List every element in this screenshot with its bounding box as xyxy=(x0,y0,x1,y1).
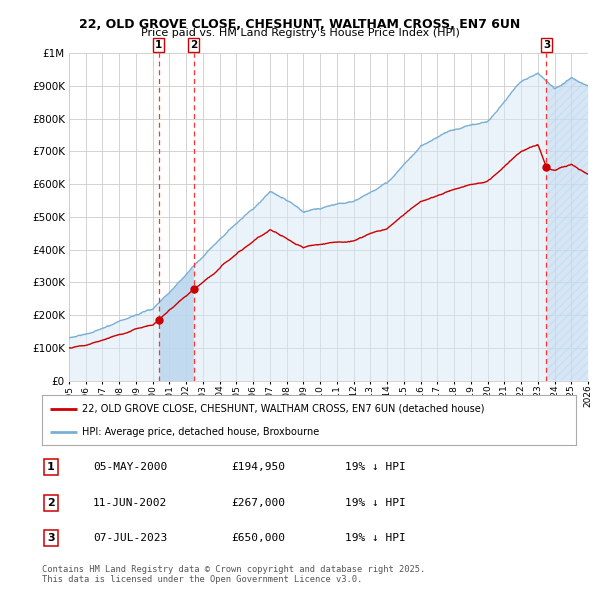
Text: 3: 3 xyxy=(47,533,55,543)
Text: 19% ↓ HPI: 19% ↓ HPI xyxy=(345,498,406,507)
Text: 07-JUL-2023: 07-JUL-2023 xyxy=(93,533,167,543)
Text: 19% ↓ HPI: 19% ↓ HPI xyxy=(345,463,406,472)
Text: 22, OLD GROVE CLOSE, CHESHUNT, WALTHAM CROSS, EN7 6UN (detached house): 22, OLD GROVE CLOSE, CHESHUNT, WALTHAM C… xyxy=(82,404,485,414)
Text: Price paid vs. HM Land Registry's House Price Index (HPI): Price paid vs. HM Land Registry's House … xyxy=(140,28,460,38)
Text: 3: 3 xyxy=(543,40,550,50)
Text: £194,950: £194,950 xyxy=(231,463,285,472)
Text: 05-MAY-2000: 05-MAY-2000 xyxy=(93,463,167,472)
Text: 2: 2 xyxy=(190,40,197,50)
Text: HPI: Average price, detached house, Broxbourne: HPI: Average price, detached house, Brox… xyxy=(82,427,319,437)
Text: 11-JUN-2002: 11-JUN-2002 xyxy=(93,498,167,507)
Text: Contains HM Land Registry data © Crown copyright and database right 2025.
This d: Contains HM Land Registry data © Crown c… xyxy=(42,565,425,584)
Text: 19% ↓ HPI: 19% ↓ HPI xyxy=(345,533,406,543)
Text: 1: 1 xyxy=(47,463,55,472)
Text: 22, OLD GROVE CLOSE, CHESHUNT, WALTHAM CROSS, EN7 6UN: 22, OLD GROVE CLOSE, CHESHUNT, WALTHAM C… xyxy=(79,18,521,31)
Text: 2: 2 xyxy=(47,498,55,507)
Text: £650,000: £650,000 xyxy=(231,533,285,543)
Text: 1: 1 xyxy=(155,40,163,50)
Text: £267,000: £267,000 xyxy=(231,498,285,507)
